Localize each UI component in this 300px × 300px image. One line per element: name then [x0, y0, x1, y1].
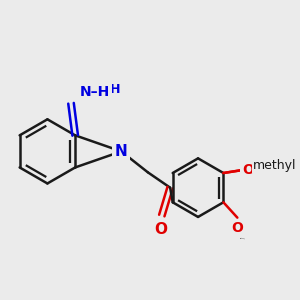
Text: methyl: methyl: [259, 163, 264, 164]
Text: N–H: N–H: [80, 85, 110, 99]
Text: =N–H: =N–H: [84, 83, 121, 96]
Text: N: N: [115, 144, 128, 159]
Text: O: O: [242, 163, 254, 177]
Text: O: O: [231, 221, 243, 235]
Text: methoxy: methoxy: [260, 162, 266, 164]
Text: O: O: [243, 163, 254, 177]
Text: methoxy: methoxy: [259, 163, 265, 164]
Text: methyl_l: methyl_l: [240, 237, 246, 239]
Text: methyl: methyl: [253, 159, 296, 172]
Text: O: O: [154, 222, 167, 237]
